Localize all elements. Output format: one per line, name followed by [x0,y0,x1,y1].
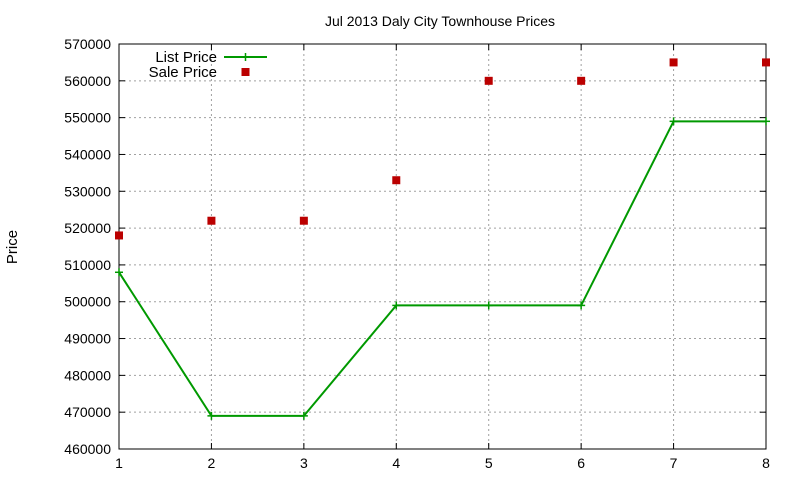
x-tick-label: 2 [208,455,216,471]
list-price-point [299,411,308,420]
x-tick-label: 3 [300,455,308,471]
legend-label-sale-price: Sale Price [149,64,217,81]
sale-price-point [577,76,586,85]
sale-price-point [669,58,678,67]
list-price-line [118,120,766,417]
y-tick-label: 520000 [64,220,111,236]
x-tick-label: 8 [762,455,770,471]
y-tick-label: 540000 [64,146,111,162]
sale-price-series [115,58,770,240]
grid-lines [119,44,766,449]
x-tick-label: 6 [577,455,585,471]
chart-title: Jul 2013 Daly City Townhouse Prices [325,13,555,29]
series-layer [115,58,770,420]
list-price-point [762,117,770,126]
x-tick-label: 1 [115,455,123,471]
y-tick-label: 510000 [64,257,111,273]
legend-label-list-price: List Price [155,49,217,66]
y-tick-label: 480000 [64,367,111,383]
list-price-point [392,301,401,310]
legend-symbol-sale-price [241,68,250,76]
x-tick-label: 4 [392,455,400,471]
y-tick-label: 490000 [64,331,111,347]
y-tick-label: 470000 [64,404,111,420]
list-price-series [115,117,770,420]
y-tick-label: 530000 [64,183,111,199]
y-tick-label: 460000 [64,441,111,457]
y-tick-label: 500000 [64,294,111,310]
list-price-point [115,268,123,277]
list-price-point [484,301,493,310]
plot-frame [118,43,767,450]
sale-price-point [392,176,401,185]
y-tick-label: 550000 [64,110,111,126]
list-price-point [207,411,216,420]
axis-ticks: 460000 470000 480000 490000 500000 510000 5200… [64,36,770,471]
y-tick-label: 560000 [64,73,111,89]
y-tick-label: 570000 [64,36,111,52]
legend-symbol-list-price [224,53,267,61]
list-price-point [669,117,678,126]
list-price-point [577,301,586,310]
sale-price-point [762,58,770,67]
sale-price-point [299,216,308,225]
x-tick-label: 7 [670,455,678,471]
sale-price-point [207,216,216,225]
y-axis-title: Price [4,230,21,264]
sale-price-point [115,231,123,240]
x-tick-label: 5 [485,455,493,471]
sale-price-point [484,76,493,85]
